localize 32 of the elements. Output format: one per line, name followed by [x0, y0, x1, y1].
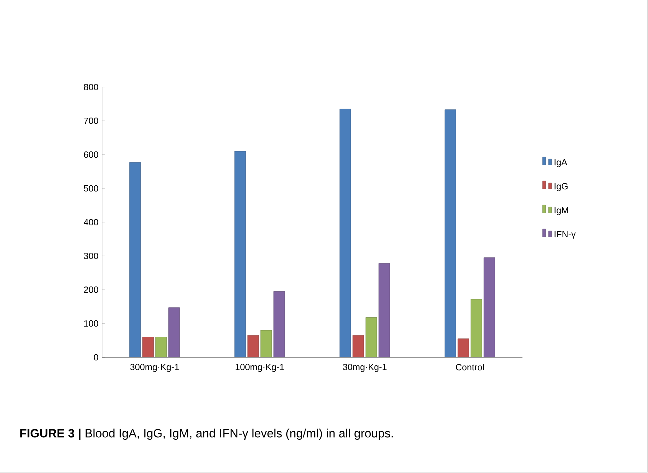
bar [444, 110, 456, 358]
bar [274, 292, 286, 358]
y-tick-label: 600 [84, 152, 98, 158]
legend-label: IFN-γ [554, 231, 576, 240]
bar [248, 335, 260, 358]
bar [130, 162, 142, 358]
legend-label: IgG [554, 183, 568, 192]
bar [156, 337, 168, 358]
bar [340, 109, 352, 358]
y-tick-label: 500 [84, 186, 98, 192]
bar [470, 299, 482, 358]
x-tick-label: Control [456, 364, 484, 371]
y-tick-label: 100 [84, 320, 98, 328]
legend-label: IgM [554, 207, 568, 216]
legend-label: IgA [554, 159, 568, 168]
y-tick-label: 200 [84, 286, 98, 294]
y-tick-label: 800 [84, 84, 98, 91]
bar [378, 263, 390, 358]
y-tick-label: 400 [84, 219, 98, 226]
bar [142, 337, 154, 358]
x-tick-label: 300mg·Kg-1 [130, 364, 180, 372]
x-tick-label: 30mg·Kg-1 [343, 364, 387, 372]
bar [168, 308, 180, 358]
text: FIGURE 3 | Blood IgA, IgG, IgM, and IFN-γ levels (ng/ml) in all groups. [20, 429, 394, 440]
bar [234, 151, 246, 358]
y-tick-label: 0 [94, 354, 98, 361]
y-tick-label: 700 [84, 118, 98, 124]
bar [458, 338, 470, 358]
bar [352, 335, 364, 358]
bar [484, 258, 496, 358]
y-tick-label: 300 [84, 253, 98, 260]
x-tick-label: 100mg·Kg-1 [236, 364, 284, 372]
